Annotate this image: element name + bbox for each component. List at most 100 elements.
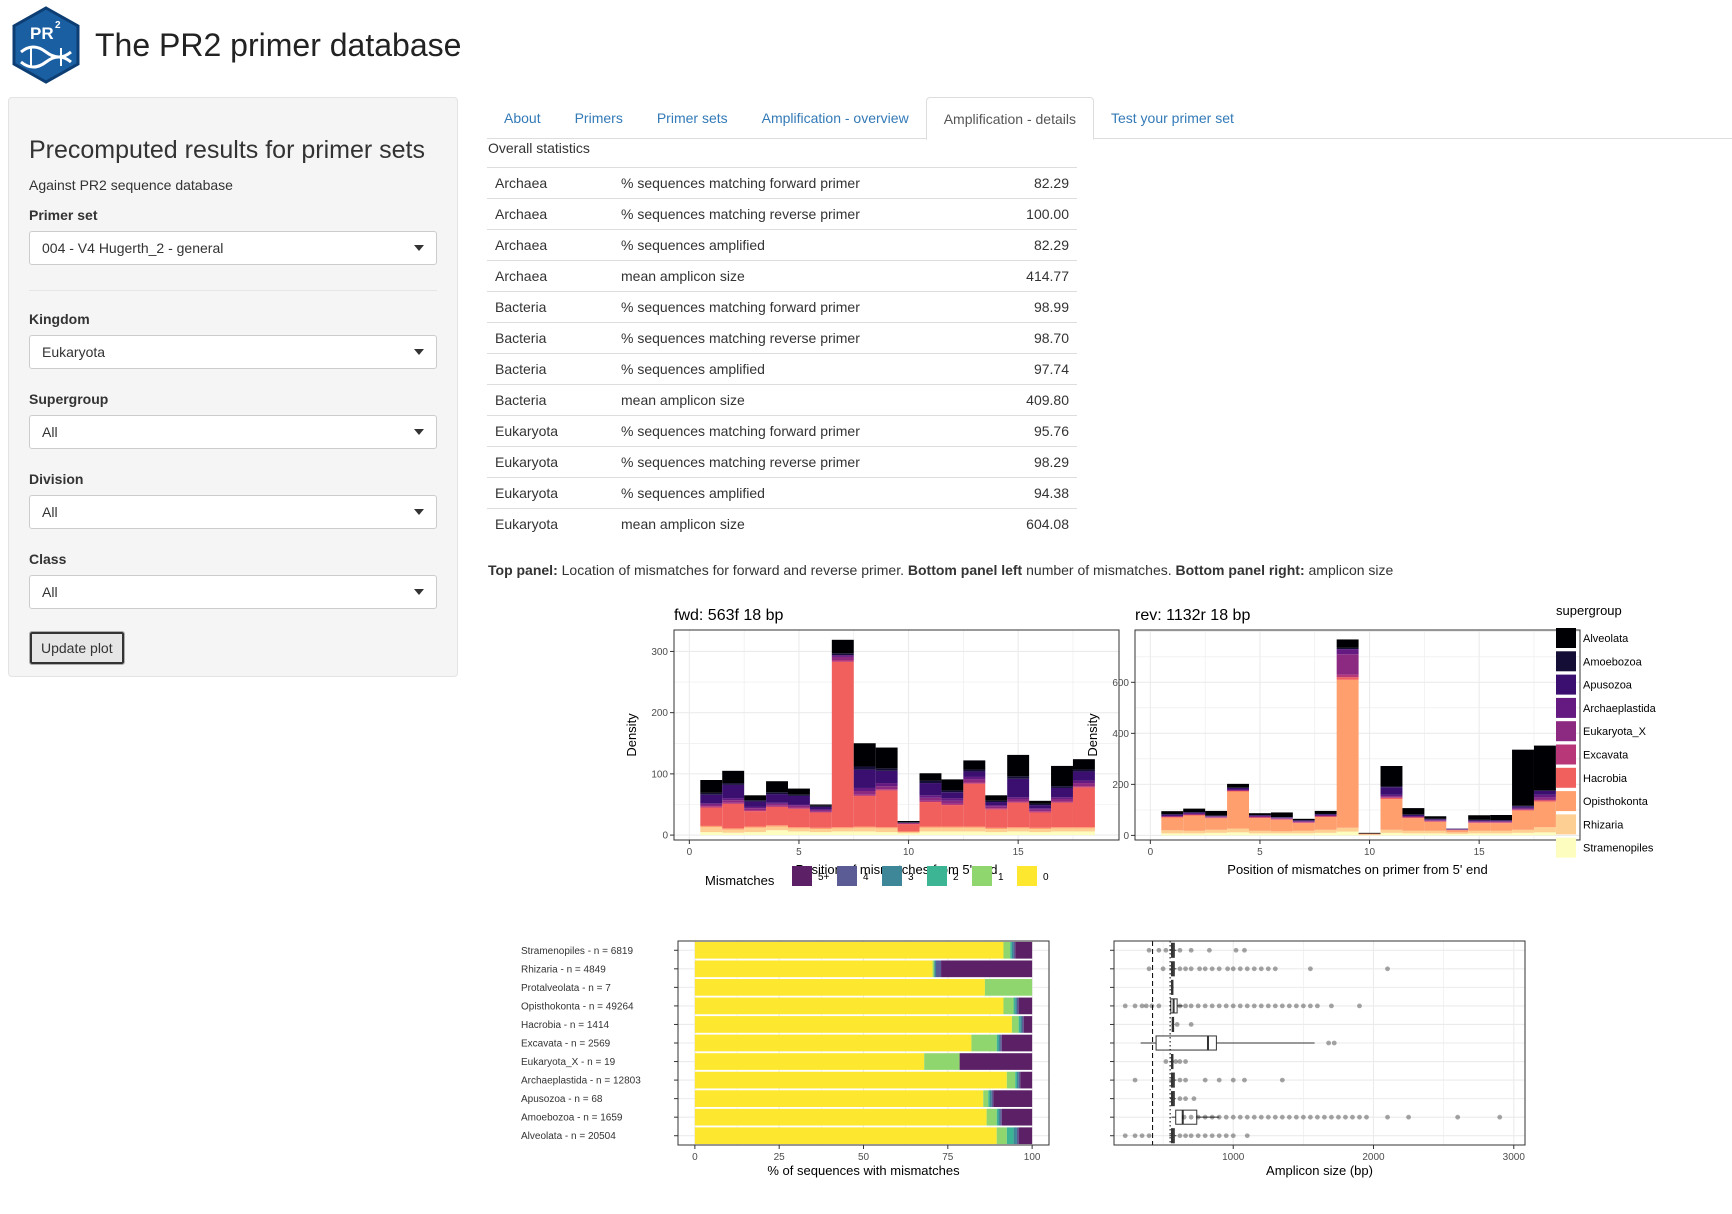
bar-segment	[941, 798, 964, 801]
pr2-logo-icon[interactable]: PR 2	[11, 6, 81, 84]
outlier-point	[1177, 1133, 1183, 1139]
table-row: Bacteria% sequences amplified 97.74	[487, 353, 1077, 385]
bar-segment	[744, 827, 767, 833]
tab-primers[interactable]: Primers	[574, 110, 623, 126]
bar-segment	[809, 811, 832, 813]
outlier-point	[1188, 1022, 1194, 1027]
bar-segment	[694, 941, 1004, 959]
outlier-point	[1251, 966, 1257, 972]
chevron-down-icon	[414, 429, 424, 435]
bar-segment	[1018, 1016, 1021, 1033]
y-tick-label: 600	[1112, 678, 1129, 689]
bar-segment	[875, 828, 898, 833]
bar-segment	[694, 997, 1004, 1015]
bar-segment	[1183, 813, 1206, 814]
tab-about[interactable]: About	[504, 110, 541, 126]
outlier-point	[1233, 947, 1239, 953]
bar-segment	[1402, 816, 1425, 818]
bar-segment	[1227, 790, 1249, 792]
bar-segment	[1292, 823, 1315, 831]
outlier-point	[1209, 966, 1215, 972]
bar-segment	[941, 792, 964, 799]
bar-segment	[744, 832, 767, 836]
bar-segment	[831, 828, 854, 832]
update-plot-button[interactable]: Update plot	[29, 631, 125, 665]
bar-segment	[1490, 833, 1513, 836]
bar-segment	[1161, 815, 1184, 817]
bar-segment	[700, 792, 723, 795]
bar-segment	[1013, 997, 1016, 1015]
outlier-point	[1183, 966, 1188, 972]
outlier-point	[1385, 966, 1390, 972]
legend-label: Opisthokonta	[1583, 796, 1649, 808]
bar-segment	[963, 782, 986, 784]
bar-segment	[766, 830, 788, 836]
bar-segment	[787, 831, 810, 836]
bar-segment	[963, 776, 986, 780]
y-tick-label: 200	[1112, 780, 1129, 791]
bar-segment	[787, 808, 810, 828]
logo-text: PR	[30, 24, 54, 43]
legend-swatch	[1017, 866, 1037, 886]
tab-amplification-details[interactable]: Amplification - details	[925, 97, 1094, 140]
bar-segment	[1248, 830, 1271, 834]
class-select[interactable]: All	[29, 575, 437, 609]
bar-segment	[1533, 790, 1556, 792]
bar-segment	[971, 1034, 997, 1052]
outlier-point	[1406, 1114, 1411, 1120]
bar-segment	[1512, 832, 1534, 836]
bar-segment	[1292, 822, 1315, 823]
bar-segment	[1029, 803, 1052, 806]
bar-segment	[985, 802, 1008, 806]
sidebar-title: Precomputed results for primer sets	[29, 136, 425, 164]
bar-segment	[941, 779, 964, 791]
outlier-point	[1244, 1133, 1250, 1139]
bar-segment	[1072, 787, 1095, 828]
outlier-point	[1195, 1003, 1201, 1009]
supergroup-select[interactable]: All	[29, 415, 437, 449]
x-tick-label: 10	[1364, 847, 1376, 858]
bar-segment	[1270, 819, 1293, 832]
tab-test-primer-set[interactable]: Test your primer set	[1110, 110, 1234, 126]
legend-label: Eukaryota_X	[1583, 726, 1647, 738]
bar-segment	[1020, 1016, 1023, 1033]
logo-sup: 2	[55, 20, 61, 31]
statistic-cell: % sequences matching forward primer	[613, 415, 990, 447]
bar-segment	[700, 794, 723, 804]
outlier-point	[1244, 966, 1250, 972]
outlier-point	[1237, 966, 1243, 972]
bar-segment	[1424, 816, 1447, 819]
bar-segment	[988, 1090, 990, 1107]
bar-segment	[875, 770, 898, 784]
tab-primer-sets[interactable]: Primer sets	[656, 110, 728, 126]
bar-segment	[1468, 830, 1491, 834]
legend-swatch	[882, 866, 902, 886]
bar-segment	[1205, 816, 1228, 817]
outlier-point	[1183, 1003, 1188, 1009]
bar-segment	[1292, 822, 1315, 824]
bar-segment	[694, 1016, 1012, 1033]
x-tick-label: 75	[942, 1152, 954, 1163]
primer-set-select[interactable]: 004 - V4 Hugerth_2 - general	[29, 231, 437, 265]
bar-segment	[722, 784, 745, 799]
x-tick-label: 0	[1148, 847, 1154, 858]
statistic-cell: % sequences matching reverse primer	[613, 198, 990, 230]
bar-segment	[1183, 814, 1206, 815]
division-select[interactable]: All	[29, 495, 437, 529]
outlier-point	[1265, 1114, 1271, 1120]
kingdom-select[interactable]: Eukaryota	[29, 335, 437, 369]
legend-swatch	[1556, 628, 1576, 648]
legend-title: Mismatches	[705, 873, 775, 888]
x-axis-title: Position of mismatches on primer from 5'…	[1227, 862, 1487, 877]
outlier-point	[1177, 1059, 1183, 1064]
tab-amplification-overview[interactable]: Amplification - overview	[761, 110, 909, 126]
bar-segment	[897, 822, 920, 823]
bar-segment	[853, 766, 876, 770]
outlier-point	[1209, 1003, 1215, 1009]
bar-segment	[766, 781, 788, 793]
bar-segment	[1161, 811, 1184, 815]
bar-segment	[1270, 818, 1293, 819]
bar-segment	[1490, 822, 1513, 824]
bar-segment	[722, 770, 745, 784]
bar-segment	[993, 1090, 1033, 1107]
